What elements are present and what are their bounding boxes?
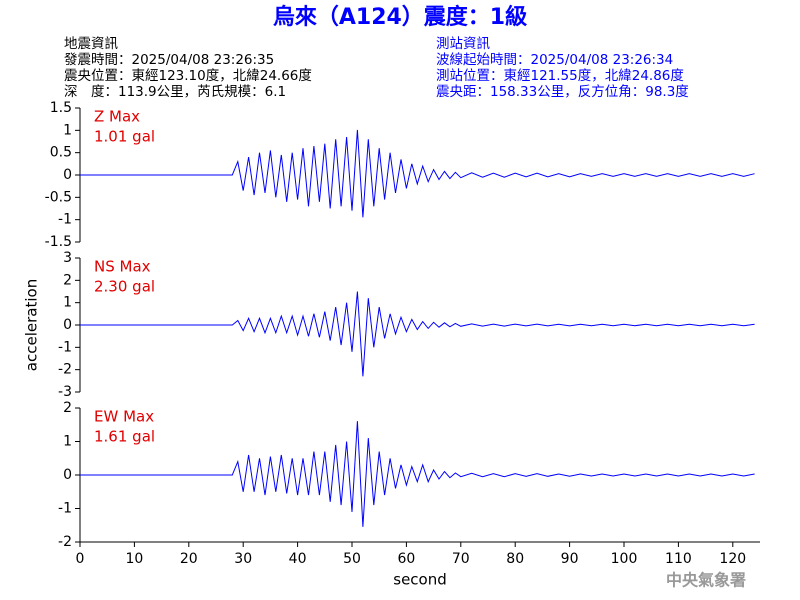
info-right: 震央距：158.33公里，反方位角：98.3度 — [436, 84, 689, 100]
y-tick-label: -3 — [58, 384, 72, 400]
y-tick-label: 2 — [63, 400, 72, 416]
x-tick-label: 80 — [506, 551, 524, 567]
annotation: NS Max — [94, 258, 151, 276]
x-tick-label: 90 — [561, 551, 579, 567]
y-tick-label: 3 — [63, 250, 72, 266]
y-tick-label: -1 — [58, 501, 72, 517]
info-right: 測站資訊 — [436, 36, 490, 52]
x-tick-label: 30 — [234, 551, 252, 567]
y-tick-label: -0.5 — [45, 189, 72, 205]
x-tick-label: 120 — [719, 551, 746, 567]
waveform — [80, 291, 755, 377]
x-tick-label: 20 — [180, 551, 198, 567]
info-left: 地震資訊 — [64, 36, 118, 52]
x-tick-label: 110 — [665, 551, 692, 567]
x-tick-label: 10 — [125, 551, 143, 567]
y-tick-label: -2 — [58, 362, 72, 378]
y-tick-label: 1 — [63, 122, 72, 138]
y-axis-label: acceleration — [23, 279, 41, 371]
y-tick-label: 0 — [63, 467, 72, 483]
y-tick-label: 0.5 — [50, 145, 72, 161]
annotation: Z Max — [94, 108, 140, 126]
info-left: 發震時間：2025/04/08 23:26:35 — [64, 52, 274, 68]
y-tick-label: 0 — [63, 317, 72, 333]
info-left: 震央位置：東經123.10度，北緯24.66度 — [64, 68, 312, 84]
x-tick-label: 70 — [452, 551, 470, 567]
x-tick-label: 40 — [289, 551, 307, 567]
info-right: 波線起始時間：2025/04/08 23:26:34 — [436, 52, 673, 68]
waveform — [80, 421, 755, 527]
y-tick-label: -1.5 — [45, 234, 72, 250]
annotation: 1.61 gal — [94, 428, 155, 446]
y-tick-label: 1 — [63, 295, 72, 311]
x-axis-label: second — [393, 571, 447, 589]
chart-title: 烏來（A124）震度：1級 — [273, 4, 527, 30]
y-tick-label: -1 — [58, 339, 72, 355]
annotation: 1.01 gal — [94, 128, 155, 146]
waveform — [80, 129, 755, 218]
info-left: 深 度：113.9公里，芮氏規模：6.1 — [64, 83, 286, 100]
y-tick-label: -2 — [58, 534, 72, 550]
x-tick-label: 60 — [397, 551, 415, 567]
x-tick-label: 100 — [611, 551, 638, 567]
x-tick-label: 0 — [76, 551, 85, 567]
annotation: EW Max — [94, 408, 154, 426]
y-tick-label: 2 — [63, 272, 72, 288]
info-right: 測站位置：東經121.55度，北緯24.86度 — [436, 68, 684, 84]
y-tick-label: 0 — [63, 167, 72, 183]
y-tick-label: -1 — [58, 212, 72, 228]
watermark: 中央氣象署 — [666, 571, 746, 590]
y-tick-label: 1 — [63, 434, 72, 450]
x-tick-label: 50 — [343, 551, 361, 567]
y-tick-label: 1.5 — [50, 100, 72, 116]
annotation: 2.30 gal — [94, 278, 155, 296]
